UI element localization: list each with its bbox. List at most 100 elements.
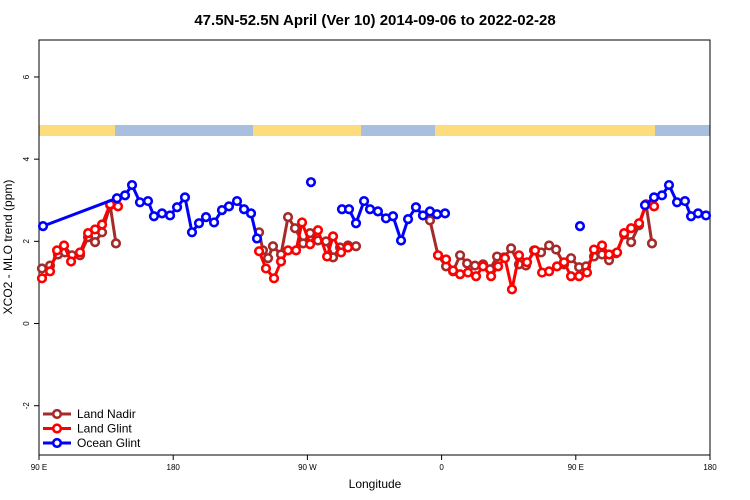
data-point	[267, 241, 279, 252]
x-tick-label: 90 E	[568, 463, 584, 472]
data-point	[89, 237, 101, 248]
data-point	[387, 211, 399, 222]
data-point	[304, 239, 316, 250]
data-point	[469, 260, 481, 271]
data-point	[156, 208, 168, 219]
data-point	[477, 261, 489, 272]
data-point	[486, 271, 497, 282]
data-point	[565, 253, 577, 264]
data-point	[251, 233, 263, 244]
data-point	[402, 214, 414, 225]
data-point	[626, 223, 637, 234]
data-point	[296, 217, 308, 228]
data-point	[596, 240, 608, 251]
data-point	[513, 250, 525, 261]
x-tick-label: 180	[703, 463, 717, 472]
data-point	[454, 269, 466, 280]
data-point	[612, 247, 623, 258]
data-point	[364, 204, 376, 215]
data-point	[51, 245, 63, 256]
data-point	[633, 218, 645, 229]
data-point	[193, 218, 205, 229]
data-point	[96, 219, 108, 230]
data-point	[529, 245, 541, 256]
data-point	[58, 240, 70, 251]
land-ocean-strip	[39, 125, 710, 136]
data-point	[692, 208, 704, 219]
data-point	[260, 263, 272, 274]
legend-label: Land Glint	[77, 422, 132, 436]
chart-title: 47.5N-52.5N April (Ver 10) 2014-09-06 to…	[194, 12, 555, 29]
data-point	[588, 244, 600, 255]
data-point	[603, 249, 615, 260]
legend-marker	[51, 437, 63, 449]
data-point	[74, 247, 86, 258]
data-point	[289, 223, 301, 234]
data-point	[208, 217, 220, 228]
data-point	[282, 211, 294, 223]
data-point	[119, 190, 131, 201]
data-point	[312, 225, 324, 236]
legend-marker	[51, 408, 63, 420]
data-point	[581, 267, 593, 278]
data-point	[142, 195, 154, 207]
ocean-band	[115, 125, 253, 136]
data-point	[551, 261, 563, 272]
data-point	[462, 267, 474, 278]
plot-frame	[38, 39, 711, 456]
data-point	[499, 253, 511, 264]
data-point	[574, 221, 586, 232]
data-point	[290, 245, 302, 256]
x-tick-label: 90 E	[31, 463, 47, 472]
data-point	[238, 204, 250, 215]
data-point	[134, 197, 146, 208]
data-point	[65, 256, 77, 267]
data-point	[335, 247, 347, 258]
y-axis-label: XCO2 - MLO trend (ppm)	[1, 180, 15, 315]
legend-marker	[51, 423, 63, 434]
data-point	[372, 206, 384, 217]
data-point	[186, 227, 198, 238]
data-point	[112, 201, 124, 212]
data-point	[327, 231, 339, 242]
data-point	[551, 244, 562, 255]
data-point	[171, 202, 183, 213]
data-point	[700, 210, 712, 221]
data-point	[179, 192, 191, 203]
data-point	[639, 200, 651, 211]
data-point	[648, 201, 660, 212]
data-point	[417, 210, 429, 221]
data-point	[573, 271, 585, 282]
data-point	[148, 211, 160, 222]
y-tick-label: 0	[22, 321, 31, 326]
land-band	[253, 125, 361, 136]
data-point	[89, 224, 101, 235]
y-tick-label: 2	[22, 239, 31, 244]
data-point	[305, 177, 317, 188]
data-point	[262, 253, 274, 264]
data-point	[506, 284, 518, 295]
data-point	[110, 238, 122, 249]
legend-label: Ocean Glint	[77, 436, 141, 450]
data-point	[558, 257, 570, 268]
data-point	[231, 195, 243, 207]
x-axis-label: Longitude	[349, 477, 402, 491]
data-point	[36, 263, 48, 274]
data-point	[470, 271, 482, 282]
data-point	[439, 208, 451, 219]
data-point	[343, 204, 355, 215]
land-band	[435, 125, 655, 136]
data-point	[245, 208, 257, 219]
data-point	[424, 215, 436, 226]
ocean-band	[361, 125, 435, 136]
data-point	[648, 192, 660, 203]
ocean-band	[655, 125, 710, 136]
data-point	[493, 261, 504, 272]
data-point	[37, 221, 49, 232]
data-point	[358, 195, 370, 207]
data-point	[350, 218, 362, 229]
data-point	[461, 258, 473, 269]
data-point	[395, 235, 407, 246]
land-band	[39, 125, 115, 136]
